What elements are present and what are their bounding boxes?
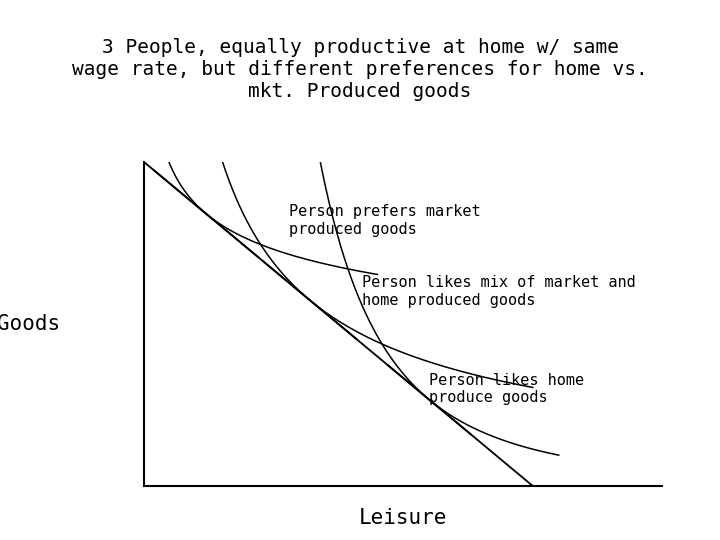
Text: Goods: Goods [0, 314, 60, 334]
Text: Leisure: Leisure [359, 508, 447, 529]
Text: Person likes home
produce goods: Person likes home produce goods [429, 373, 584, 405]
Text: 3 People, equally productive at home w/ same
wage rate, but different preference: 3 People, equally productive at home w/ … [72, 38, 648, 102]
Text: Person likes mix of market and
home produced goods: Person likes mix of market and home prod… [361, 275, 636, 308]
Text: Person prefers market
produced goods: Person prefers market produced goods [289, 204, 481, 237]
